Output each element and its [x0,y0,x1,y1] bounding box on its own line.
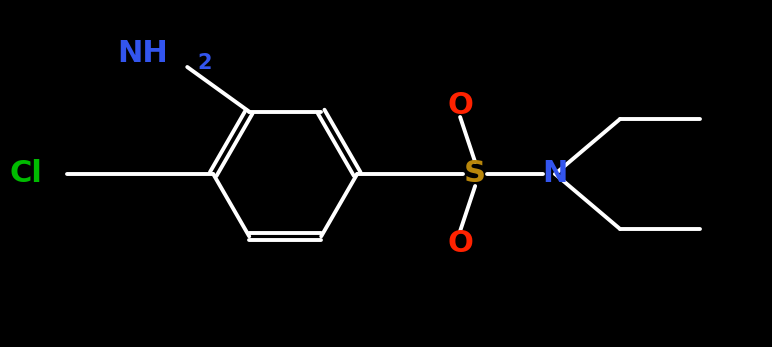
Text: Cl: Cl [9,160,42,188]
Text: 2: 2 [197,53,212,73]
Text: NH: NH [117,40,168,68]
Text: S: S [464,160,486,188]
Text: O: O [447,229,473,257]
Text: O: O [447,91,473,119]
Text: N: N [543,160,567,188]
